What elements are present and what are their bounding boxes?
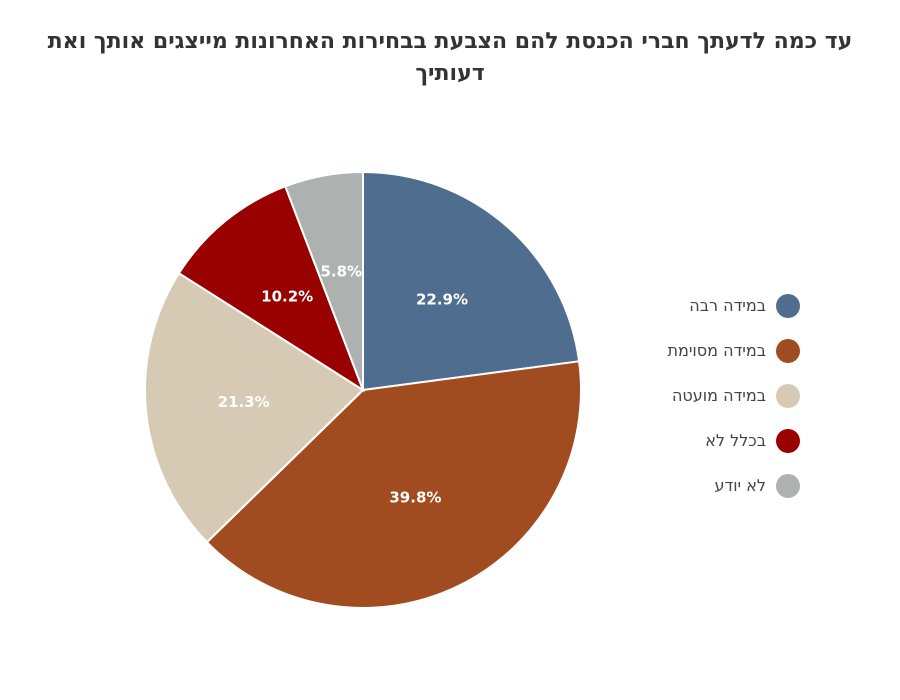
slice-data-label: 10.2% xyxy=(261,288,313,306)
pie-slices xyxy=(144,170,582,609)
legend-item[interactable]: במידה מועטה xyxy=(600,373,800,418)
chart-title: עד כמה לדעתך חברי הכנסת להם הצבעת בבחירו… xyxy=(47,29,853,86)
pie-slice[interactable] xyxy=(284,170,364,391)
pie-slice-labels: 22.9% 39.8% 21.3% 10.2% 5.8% xyxy=(218,263,468,507)
legend-swatch xyxy=(776,473,800,498)
legend-label: בכלל לא xyxy=(705,431,766,450)
slice-data-label: 22.9% xyxy=(416,290,468,308)
legend-item[interactable]: בכלל לא xyxy=(600,418,800,463)
legend-swatch xyxy=(776,293,800,318)
legend-label: לא יודע xyxy=(714,476,766,495)
legend-label: במידה רבה xyxy=(689,296,766,315)
legend-swatch xyxy=(776,428,800,453)
legend-label: במידה מועטה xyxy=(671,386,766,405)
pie-slice[interactable] xyxy=(177,185,366,393)
legend-item[interactable]: לא יודע xyxy=(600,463,800,508)
legend-swatch xyxy=(776,338,800,363)
legend-label: במידה מסוימת xyxy=(667,341,766,360)
pie-slice[interactable] xyxy=(144,271,365,544)
legend-item[interactable]: במידה מסוימת xyxy=(600,328,800,373)
slice-data-label: 21.3% xyxy=(218,393,270,411)
pie-slice[interactable] xyxy=(205,360,582,609)
legend-swatch xyxy=(776,383,800,408)
slice-data-label: 5.8% xyxy=(320,263,362,281)
pie-slice[interactable] xyxy=(362,170,581,392)
legend-item[interactable]: במידה רבה xyxy=(600,283,800,328)
slice-data-label: 39.8% xyxy=(389,488,441,506)
legend: במידה רבה במידה מסוימת במידה מועטה בכלל … xyxy=(600,283,800,508)
